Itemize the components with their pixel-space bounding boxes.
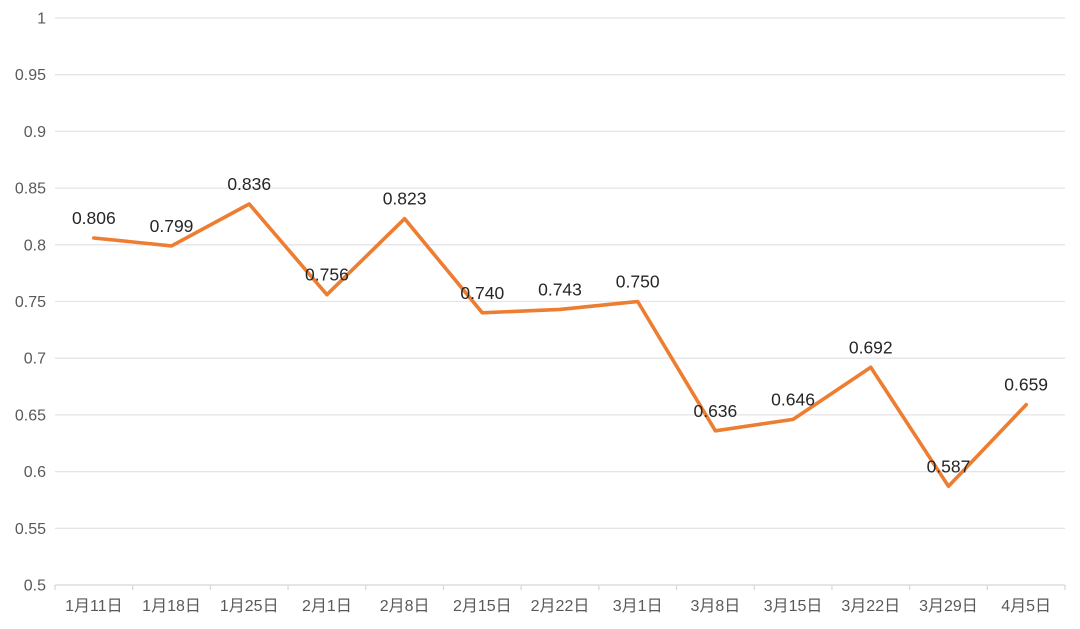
data-point-label: 0.646 (771, 389, 815, 409)
data-point-label: 0.823 (383, 189, 427, 209)
y-axis-tick-label: 0.7 (24, 351, 46, 368)
x-axis-category-label: 1月25日 (220, 598, 279, 615)
y-axis-tick-label: 0.85 (15, 181, 46, 198)
x-axis-category-label: 2月22日 (531, 598, 590, 615)
y-axis-tick-label: 0.9 (24, 124, 46, 141)
x-axis-category-label: 3月15日 (764, 598, 823, 615)
x-axis-category-label: 3月1日 (613, 598, 663, 615)
y-axis-tick-label: 0.95 (15, 67, 46, 84)
x-axis-category-label: 3月22日 (841, 598, 900, 615)
data-point-label: 0.743 (538, 279, 582, 299)
data-point-label: 0.659 (1004, 375, 1048, 395)
y-axis-tick-label: 0.75 (15, 294, 46, 311)
x-axis-category-label: 1月18日 (142, 598, 201, 615)
data-point-label: 0.750 (616, 272, 660, 292)
data-point-label: 0.636 (693, 401, 737, 421)
x-axis-category-label: 2月15日 (453, 598, 512, 615)
x-axis-category-label: 3月8日 (690, 598, 740, 615)
y-axis-tick-label: 0.65 (15, 407, 46, 424)
data-point-label: 0.799 (150, 216, 194, 236)
y-axis-tick-label: 0.5 (24, 578, 46, 595)
y-axis-tick-label: 0.8 (24, 237, 46, 254)
x-axis-category-label: 2月1日 (302, 598, 352, 615)
data-point-label: 0.836 (227, 174, 271, 194)
x-axis-category-label: 1月11日 (65, 598, 123, 615)
y-axis-tick-label: 0.55 (15, 521, 46, 538)
x-axis-category-label: 4月5日 (1001, 598, 1051, 615)
data-point-label: 0.756 (305, 265, 349, 285)
line-series (92, 202, 1028, 489)
x-axis-category-label: 3月29日 (919, 598, 978, 615)
data-point-label: 0.740 (460, 283, 504, 303)
y-axis-tick-label: 1 (37, 11, 46, 28)
x-axis-category-label: 2月8日 (380, 598, 430, 615)
y-axis-tick-label: 0.6 (24, 464, 46, 481)
data-point-label: 0.587 (927, 456, 971, 476)
data-point-label: 0.692 (849, 337, 893, 357)
data-point-label: 0.806 (72, 208, 116, 228)
